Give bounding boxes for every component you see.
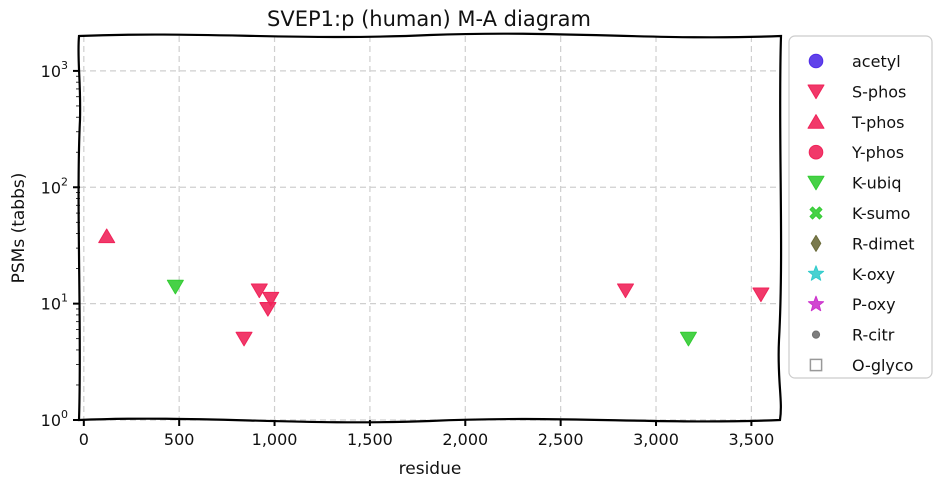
y-tick-label: 101 bbox=[41, 292, 68, 314]
x-tick-label: 500 bbox=[164, 430, 195, 449]
x-tick-label: 1,000 bbox=[252, 430, 298, 449]
legend-label: acetyl bbox=[852, 52, 901, 71]
data-point bbox=[250, 283, 268, 299]
legend-label: K-oxy bbox=[852, 265, 895, 284]
y-tick-label: 103 bbox=[41, 59, 68, 81]
legend-label: P-oxy bbox=[852, 295, 896, 314]
y-tick-label: 102 bbox=[41, 175, 68, 197]
legend-marker bbox=[807, 295, 825, 312]
data-point bbox=[679, 331, 697, 347]
legend-marker bbox=[810, 234, 822, 252]
y-axis-label: PSMs (tabbs) bbox=[9, 173, 29, 284]
legend-marker bbox=[811, 330, 821, 339]
legend-marker bbox=[807, 175, 825, 191]
x-axis-ticks: 0 500 1,000 1,500 2,000 2,500 3,000 3,500 bbox=[79, 420, 774, 449]
legend-label: T-phos bbox=[851, 113, 905, 132]
legend-label: Y-phos bbox=[851, 143, 904, 162]
grid-lines bbox=[80, 36, 780, 421]
x-axis-label: residue bbox=[399, 459, 462, 479]
data-point bbox=[166, 279, 184, 295]
legend-label: R-citr bbox=[852, 326, 895, 345]
data-point bbox=[752, 287, 770, 303]
x-tick-label: 0 bbox=[79, 430, 89, 449]
legend-marker bbox=[809, 206, 823, 220]
data-point bbox=[235, 331, 253, 347]
legend-label: R-dimet bbox=[852, 234, 915, 253]
chart-title: SVEP1:p (human) M-A diagram bbox=[267, 7, 591, 31]
legend-marker bbox=[809, 358, 823, 372]
data-point bbox=[262, 291, 280, 307]
data-point bbox=[617, 283, 635, 299]
x-tick-label: 2,000 bbox=[442, 430, 488, 449]
legend-label: K-sumo bbox=[852, 204, 910, 223]
x-tick-label: 3,000 bbox=[633, 430, 679, 449]
legend-marker bbox=[808, 144, 824, 160]
legend: acetyl S-phos T-phos Y-phos K-ubiq K-sumo R-di… bbox=[788, 35, 933, 379]
data-points bbox=[98, 228, 770, 347]
plot-frame bbox=[77, 32, 783, 424]
legend-marker bbox=[808, 53, 824, 69]
x-tick-label: 3,500 bbox=[728, 430, 774, 449]
data-point bbox=[259, 302, 277, 317]
legend-label: S-phos bbox=[852, 82, 906, 101]
y-tick-label: 100 bbox=[41, 408, 68, 430]
legend-marker bbox=[807, 114, 825, 129]
legend-label: O-glyco bbox=[852, 356, 913, 375]
x-tick-label: 2,500 bbox=[538, 430, 584, 449]
legend-box bbox=[788, 35, 933, 379]
data-point bbox=[98, 228, 116, 244]
legend-marker bbox=[807, 84, 825, 100]
legend-marker bbox=[807, 265, 825, 281]
x-tick-label: 1,500 bbox=[347, 430, 393, 449]
legend-label: K-ubiq bbox=[852, 174, 901, 193]
y-axis-ticks: 100 101 102 103 bbox=[41, 59, 80, 430]
